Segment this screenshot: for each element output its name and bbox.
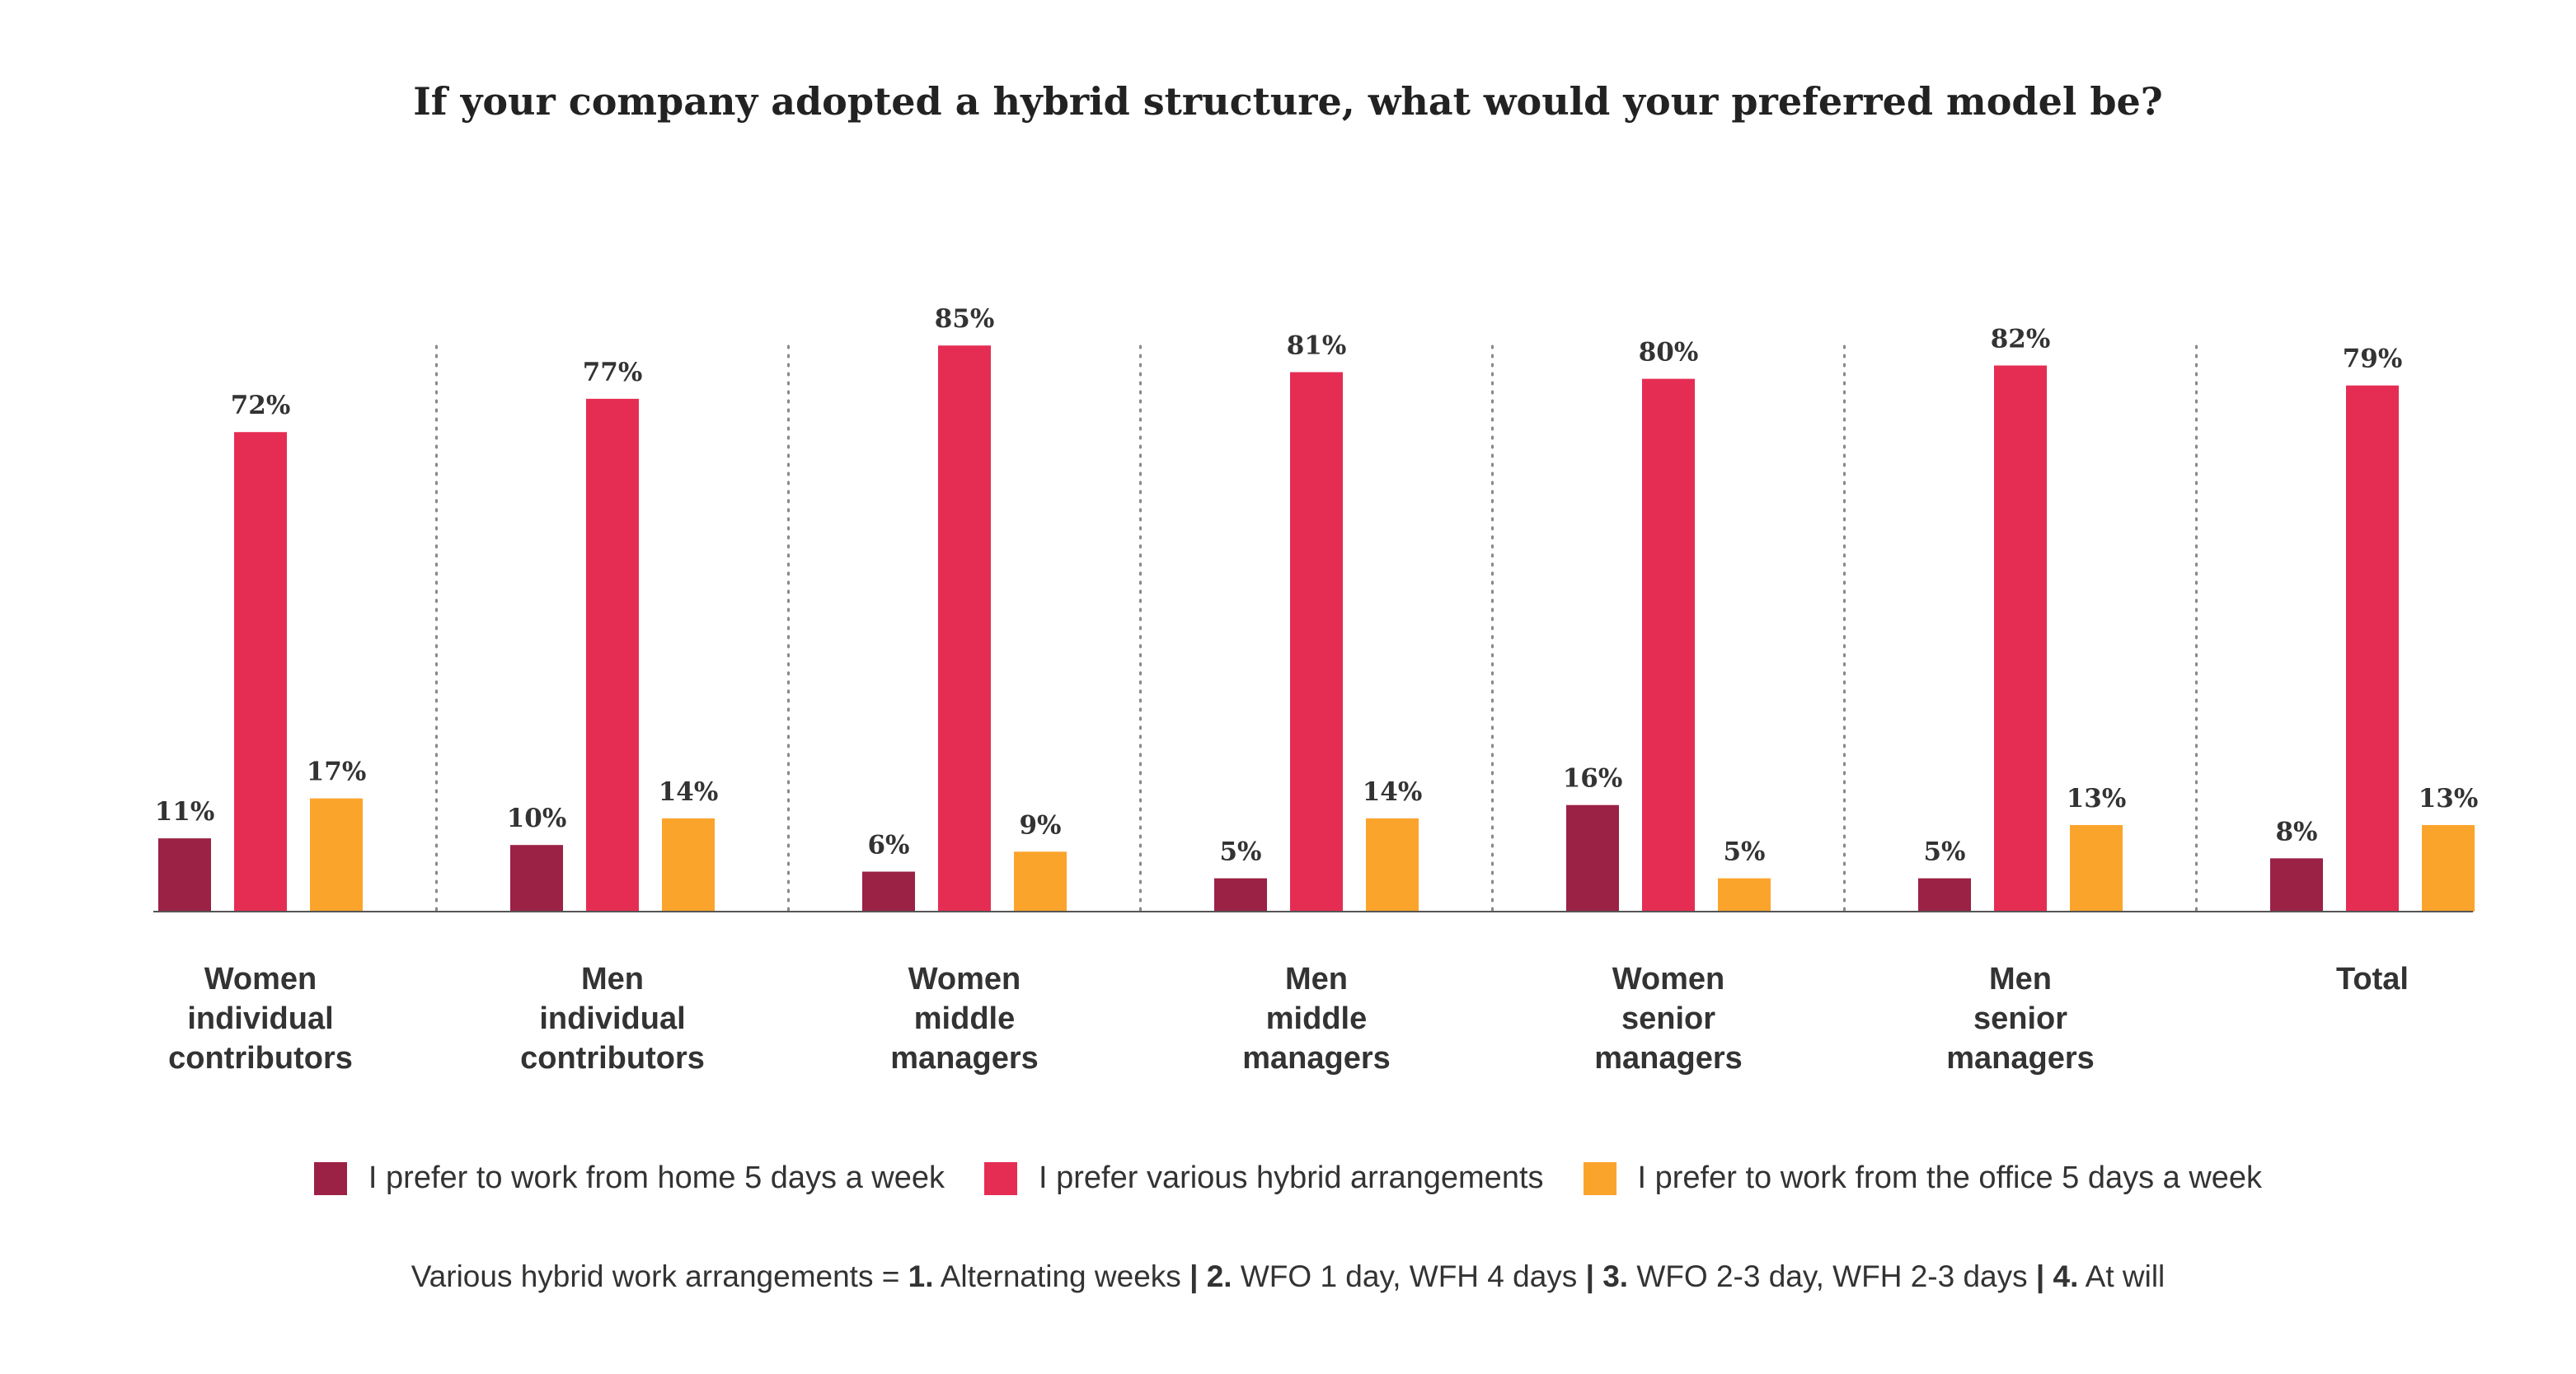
footnote-text-1: Alternating weeks: [933, 1259, 1181, 1293]
category-label: Total: [2336, 962, 2409, 997]
category-label-line: contributors: [520, 1041, 705, 1076]
category-label-line: Men: [581, 962, 644, 997]
category-label-line: Women: [1612, 962, 1725, 997]
data-label: 81%: [1287, 331, 1347, 361]
bar: [1642, 378, 1695, 912]
bar: [234, 432, 287, 912]
category-label-line: Total: [2336, 962, 2409, 997]
data-label: 13%: [2419, 784, 2479, 814]
category-label-line: senior: [1973, 1001, 2067, 1036]
footnote-text-4: At will: [2078, 1259, 2165, 1293]
category-label: Men individual contributors: [520, 962, 705, 1076]
legend: I prefer to work from home 5 days a week…: [0, 1161, 2576, 1196]
footnote-text-2: WFO 1 day, WFH 4 days: [1232, 1259, 1578, 1293]
data-label: 10%: [507, 804, 567, 833]
footnote-text-3: WFO 2-3 day, WFH 2-3 days: [1628, 1259, 2028, 1293]
data-label: 82%: [1991, 324, 2051, 354]
data-label: 5%: [1219, 837, 1261, 867]
footnote-num-4: 4.: [2053, 1259, 2079, 1293]
bar: [862, 871, 915, 912]
bar: [2346, 385, 2399, 912]
footnote: Various hybrid work arrangements = 1. Al…: [0, 1259, 2576, 1294]
footnote-sep-3: |: [2027, 1259, 2053, 1293]
category-label-line: Men: [1989, 962, 2052, 997]
data-label: 13%: [2067, 784, 2127, 814]
chart-title: If your company adopted a hybrid structu…: [413, 79, 2163, 124]
bar: [586, 398, 639, 912]
category-label-line: individual: [539, 1001, 685, 1036]
category-label-line: managers: [1946, 1041, 2095, 1076]
category-label-line: managers: [890, 1041, 1039, 1076]
category-label-line: middle: [914, 1001, 1015, 1036]
category-label-line: managers: [1242, 1041, 1391, 1076]
bar: [938, 345, 991, 912]
data-label: 72%: [231, 391, 291, 420]
bar: [1366, 818, 1419, 912]
bar: [1718, 878, 1771, 912]
category-label-line: middle: [1266, 1001, 1367, 1036]
category-label: Women middle managers: [890, 962, 1039, 1076]
data-label: 17%: [307, 757, 367, 787]
category-label: Women individual contributors: [168, 962, 353, 1076]
category-label: Men middle managers: [1242, 962, 1391, 1076]
category-label-line: contributors: [168, 1041, 353, 1076]
legend-swatch-hybrid: [984, 1161, 1017, 1195]
data-label: 80%: [1639, 338, 1699, 368]
data-label: 6%: [867, 831, 909, 861]
category-label-line: individual: [187, 1001, 333, 1036]
footnote-num-3: 3.: [1602, 1259, 1629, 1293]
data-label: 5%: [1923, 837, 1965, 867]
category-label-line: Women: [908, 962, 1021, 997]
data-label: 5%: [1723, 837, 1765, 867]
bar: [310, 798, 363, 912]
footnote-num-1: 1.: [908, 1259, 934, 1293]
category-label-line: Men: [1285, 962, 1348, 997]
category-label-line: senior: [1621, 1001, 1715, 1036]
category-label-line: managers: [1594, 1041, 1743, 1076]
legend-label-hybrid: I prefer various hybrid arrangements: [1039, 1161, 1544, 1195]
data-label: 14%: [1363, 777, 1423, 807]
legend-item-wfh: I prefer to work from home 5 days a week: [313, 1161, 945, 1196]
bar: [1994, 365, 2047, 912]
data-label: 9%: [1019, 810, 1061, 840]
data-label: 16%: [1563, 764, 1623, 794]
bar: [1918, 878, 1971, 912]
footnote-sep-2: |: [1577, 1259, 1603, 1293]
legend-swatch-wfh: [313, 1161, 347, 1195]
data-label: 11%: [155, 797, 215, 827]
data-label: 14%: [659, 777, 719, 807]
category-label: Women senior managers: [1594, 962, 1743, 1076]
footnote-num-2: 2.: [1206, 1259, 1232, 1293]
data-label: 79%: [2343, 345, 2403, 374]
bar: [158, 838, 211, 912]
category-label-line: Women: [204, 962, 317, 997]
bar: [1014, 851, 1067, 912]
data-label: 85%: [935, 304, 995, 334]
footnote-prefix: Various hybrid work arrangements =: [411, 1259, 908, 1293]
legend-label-wfo: I prefer to work from the office 5 days …: [1637, 1161, 2263, 1195]
legend-swatch-wfo: [1583, 1161, 1616, 1195]
bar: [662, 818, 715, 912]
legend-item-hybrid: I prefer various hybrid arrangements: [984, 1161, 1544, 1196]
bar: [1214, 878, 1267, 912]
bar: [1290, 372, 1343, 912]
data-label: 8%: [2275, 817, 2317, 846]
legend-item-wfo: I prefer to work from the office 5 days …: [1583, 1161, 2263, 1196]
data-label: 77%: [583, 358, 643, 387]
bar: [2270, 858, 2323, 912]
bar: [2070, 824, 2123, 912]
legend-label-wfh: I prefer to work from home 5 days a week: [368, 1161, 945, 1195]
bar: [510, 845, 563, 912]
category-label: Men senior managers: [1946, 962, 2095, 1076]
bar: [2422, 824, 2475, 912]
footnote-sep-1: |: [1180, 1259, 1207, 1293]
bar: [1566, 804, 1619, 912]
